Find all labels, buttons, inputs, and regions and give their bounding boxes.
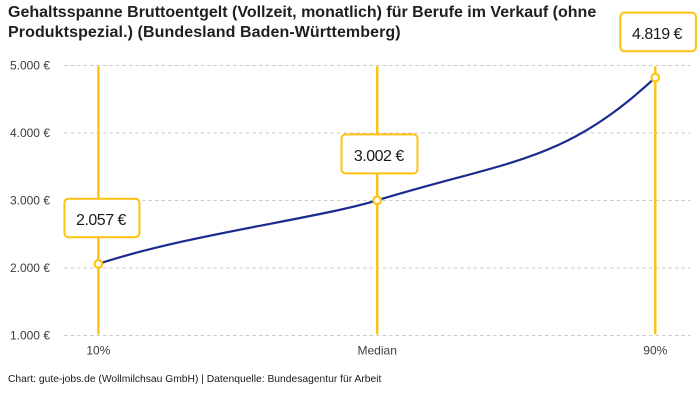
- svg-text:3.002 €: 3.002 €: [354, 148, 404, 165]
- svg-text:Produktspezial.) (Bundesland B: Produktspezial.) (Bundesland Baden-Württ…: [8, 24, 401, 41]
- svg-text:2.057 €: 2.057 €: [76, 212, 126, 229]
- svg-text:10%: 10%: [86, 343, 110, 357]
- svg-text:2.000 €: 2.000 €: [10, 261, 50, 275]
- svg-text:90%: 90%: [643, 343, 667, 357]
- svg-text:4.000 €: 4.000 €: [10, 126, 50, 140]
- svg-text:3.000 €: 3.000 €: [10, 194, 50, 208]
- svg-text:4.819 €: 4.819 €: [632, 26, 682, 43]
- svg-text:Chart: gute-jobs.de (Wollmilch: Chart: gute-jobs.de (Wollmilchsau GmbH) …: [8, 374, 381, 385]
- svg-text:5.000 €: 5.000 €: [10, 59, 50, 73]
- svg-text:1.000 €: 1.000 €: [10, 329, 50, 343]
- svg-text:Median: Median: [358, 343, 397, 357]
- svg-text:Gehaltsspanne Bruttoentgelt (V: Gehaltsspanne Bruttoentgelt (Vollzeit, m…: [8, 4, 596, 21]
